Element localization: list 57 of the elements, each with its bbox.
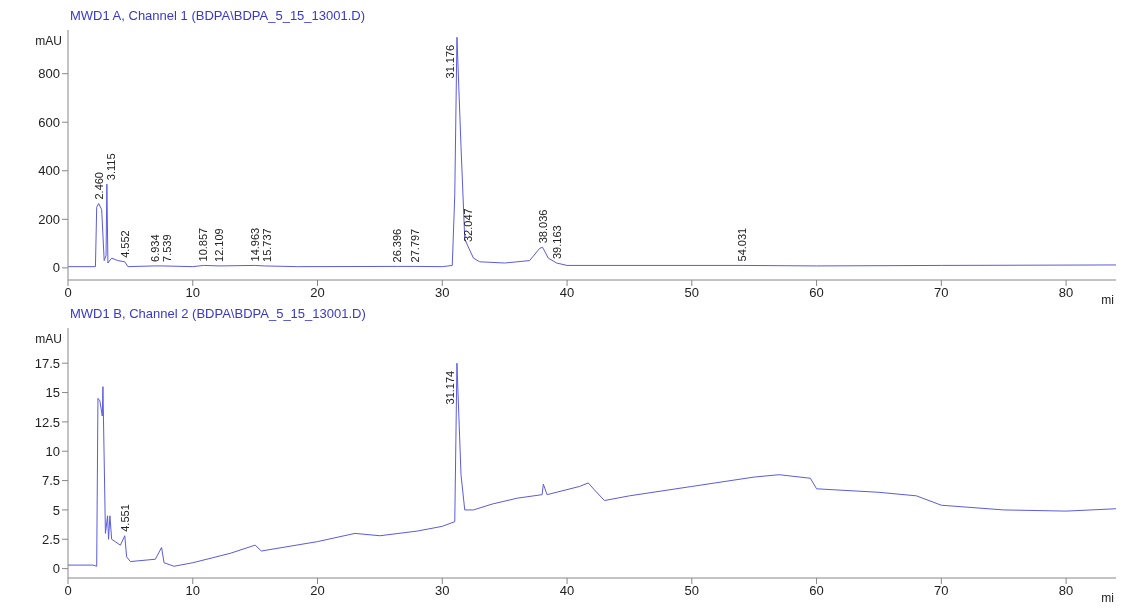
x-tick-label: 40 bbox=[559, 583, 575, 599]
x-tick-label: 50 bbox=[684, 285, 700, 301]
x-tick-label: 10 bbox=[185, 583, 200, 599]
annotation: 26.396 bbox=[391, 228, 404, 263]
x-tick-label: 40 bbox=[559, 285, 575, 301]
y-tick-label: 800 bbox=[38, 66, 60, 82]
y-axis-title: mAU bbox=[35, 331, 62, 346]
annotation: 31.176 bbox=[443, 44, 456, 79]
y-tick-label: 2.5 bbox=[41, 531, 60, 547]
y-tick-label: 5 bbox=[52, 502, 60, 518]
annotation: 39.163 bbox=[550, 225, 563, 260]
annotation: 32.047 bbox=[461, 208, 474, 243]
annotation: 54.031 bbox=[736, 227, 749, 262]
chart-title: MWD1 B, Channel 2 (BDPA\BDPA_5_15_13001.D) bbox=[69, 306, 367, 322]
annotation: 4.552 bbox=[118, 230, 131, 258]
annotation: 3.115 bbox=[104, 153, 117, 181]
y-tick-label: 0 bbox=[52, 561, 60, 577]
line-series bbox=[68, 36, 1116, 268]
y-tick-label: 12.5 bbox=[34, 414, 60, 430]
annotation: 10.857 bbox=[197, 227, 210, 262]
annotation: 4.551 bbox=[118, 504, 131, 532]
x-axis-title: mi bbox=[1101, 293, 1114, 307]
annotation: 27.797 bbox=[408, 228, 421, 263]
y-tick-label: 17.5 bbox=[34, 355, 60, 371]
x-tick-label: 50 bbox=[684, 583, 700, 599]
x-axis-title: mi bbox=[1101, 591, 1114, 605]
line-series bbox=[68, 362, 1116, 567]
x-tick-label: 0 bbox=[64, 285, 72, 301]
x-tick-label: 10 bbox=[185, 285, 200, 301]
x-tick-label: 20 bbox=[310, 285, 325, 301]
y-tick-label: 600 bbox=[38, 114, 60, 130]
x-tick-label: 70 bbox=[934, 285, 949, 301]
annotation: 15.737 bbox=[260, 228, 273, 262]
annotation: 6.934 bbox=[148, 234, 161, 262]
y-tick-label: 400 bbox=[38, 163, 60, 179]
annotation: 38.036 bbox=[536, 209, 549, 244]
chart-title: MWD1 A, Channel 1 (BDPA\BDPA_5_15_13001.D) bbox=[69, 8, 367, 24]
annotation: 2.460 bbox=[92, 172, 105, 200]
y-axis-title: mAU bbox=[35, 33, 62, 48]
y-tick-label: 10 bbox=[45, 443, 60, 459]
annotation: 7.539 bbox=[160, 234, 173, 262]
x-tick-label: 0 bbox=[64, 583, 72, 599]
y-tick-label: 7.5 bbox=[41, 473, 60, 489]
y-tick-label: 200 bbox=[38, 211, 60, 227]
x-tick-label: 80 bbox=[1058, 583, 1074, 599]
x-tick-label: 60 bbox=[809, 583, 824, 599]
x-tick-label: 80 bbox=[1058, 285, 1074, 301]
x-tick-label: 30 bbox=[435, 583, 450, 599]
x-tick-label: 20 bbox=[310, 583, 325, 599]
x-tick-label: 30 bbox=[435, 285, 450, 301]
annotation: 31.174 bbox=[443, 370, 456, 405]
x-tick-label: 60 bbox=[809, 285, 824, 301]
x-tick-label: 70 bbox=[934, 583, 949, 599]
y-tick-label: 15 bbox=[45, 385, 60, 401]
annotation: 12.109 bbox=[213, 228, 226, 262]
y-tick-label: 0 bbox=[52, 260, 60, 276]
annotation: 14.963 bbox=[248, 227, 261, 262]
